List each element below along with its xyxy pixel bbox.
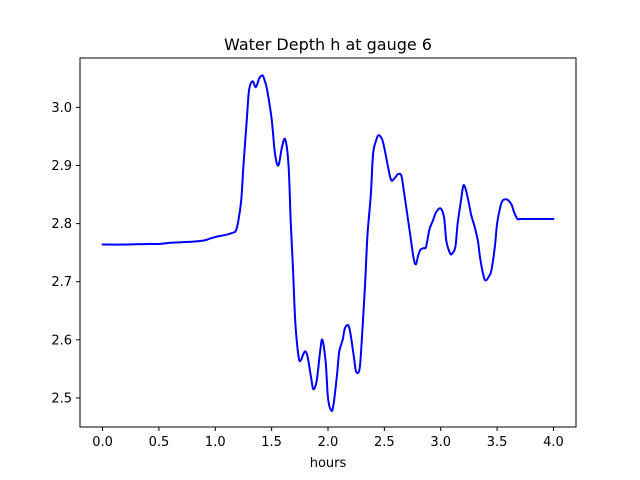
y-tick-label: 2.5 (51, 391, 72, 406)
x-tick-label: 3.0 (430, 435, 451, 450)
x-axis-label: hours (310, 456, 347, 471)
y-tick-label: 2.9 (51, 159, 72, 174)
x-tick-label: 3.5 (487, 435, 508, 450)
y-tick-label: 2.8 (51, 217, 72, 232)
y-tick-label: 2.6 (51, 333, 72, 348)
x-tick-label: 0.5 (149, 435, 170, 450)
x-tick-label: 1.5 (261, 435, 282, 450)
x-tick-label: 2.0 (318, 435, 339, 450)
y-tick-label: 2.7 (51, 275, 72, 290)
chart-title: Water Depth h at gauge 6 (224, 35, 432, 54)
water-depth-series-line (101, 74, 555, 412)
x-tick-label: 4.0 (543, 435, 564, 450)
x-tick-label: 2.5 (374, 435, 395, 450)
x-tick-label: 1.0 (205, 435, 226, 450)
plot-area (79, 57, 577, 428)
y-tick-label: 3.0 (51, 101, 72, 116)
y-axis: 2.5 2.6 2.7 2.8 2.9 3.0 (51, 101, 80, 406)
x-axis: 0.0 0.5 1.0 1.5 2.0 2.5 3.0 3.5 4.0 (92, 427, 564, 450)
x-tick-label: 0.0 (92, 435, 113, 450)
